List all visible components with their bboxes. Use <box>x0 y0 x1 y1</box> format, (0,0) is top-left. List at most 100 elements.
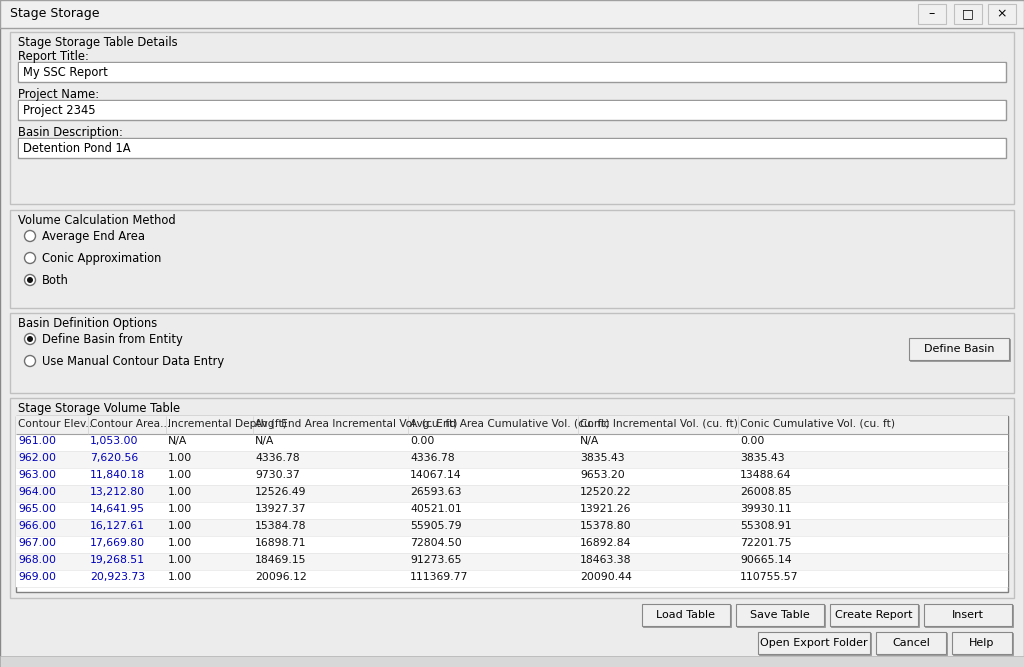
Text: Basin Description:: Basin Description: <box>18 126 123 139</box>
Text: □: □ <box>963 7 974 21</box>
Text: Stage Storage Volume Table: Stage Storage Volume Table <box>18 402 180 415</box>
Text: Define Basin: Define Basin <box>924 344 994 354</box>
Text: 19,268.51: 19,268.51 <box>90 555 145 565</box>
Text: 13,212.80: 13,212.80 <box>90 487 145 497</box>
Text: 12520.22: 12520.22 <box>580 487 632 497</box>
Text: 4336.78: 4336.78 <box>410 453 455 463</box>
Text: Load Table: Load Table <box>656 610 716 620</box>
Text: 969.00: 969.00 <box>18 572 56 582</box>
Text: 9730.37: 9730.37 <box>255 470 300 480</box>
Text: Basin Definition Options: Basin Definition Options <box>18 317 158 330</box>
Text: Both: Both <box>42 274 69 287</box>
Bar <box>758 632 870 654</box>
Bar <box>642 604 730 626</box>
Bar <box>918 4 946 24</box>
Text: 16892.84: 16892.84 <box>580 538 632 548</box>
Bar <box>16 451 1008 468</box>
Text: 963.00: 963.00 <box>18 470 56 480</box>
Text: 1.00: 1.00 <box>168 555 193 565</box>
Bar <box>876 632 946 654</box>
Bar <box>953 633 1013 655</box>
Bar <box>16 416 1008 592</box>
Text: Use Manual Contour Data Entry: Use Manual Contour Data Entry <box>42 355 224 368</box>
Bar <box>910 339 1010 361</box>
Bar <box>19 139 1005 157</box>
Bar <box>925 605 1013 627</box>
Text: 7,620.56: 7,620.56 <box>90 453 138 463</box>
Text: Volume Calculation Method: Volume Calculation Method <box>18 214 176 227</box>
Text: 13488.64: 13488.64 <box>740 470 792 480</box>
Circle shape <box>25 334 36 344</box>
Text: 26593.63: 26593.63 <box>410 487 462 497</box>
Text: 15384.78: 15384.78 <box>255 521 306 531</box>
Text: 1.00: 1.00 <box>168 453 193 463</box>
Text: 111369.77: 111369.77 <box>410 572 468 582</box>
Text: 55905.79: 55905.79 <box>410 521 462 531</box>
Text: Define Basin from Entity: Define Basin from Entity <box>42 333 182 346</box>
Bar <box>10 210 1014 308</box>
Text: 13921.26: 13921.26 <box>580 504 632 514</box>
Bar <box>19 101 1005 119</box>
Text: 13927.37: 13927.37 <box>255 504 306 514</box>
Text: N/A: N/A <box>255 436 274 446</box>
Bar <box>18 100 1006 120</box>
Text: N/A: N/A <box>168 436 187 446</box>
Bar <box>10 32 1014 204</box>
Text: 3835.43: 3835.43 <box>740 453 784 463</box>
Text: 20090.44: 20090.44 <box>580 572 632 582</box>
Text: Conic Approximation: Conic Approximation <box>42 252 162 265</box>
Text: Stage Storage: Stage Storage <box>10 7 99 20</box>
Text: 962.00: 962.00 <box>18 453 56 463</box>
Bar <box>16 416 1008 434</box>
Bar <box>19 63 1005 81</box>
Text: 4336.78: 4336.78 <box>255 453 300 463</box>
Text: –: – <box>929 7 935 21</box>
Text: My SSC Report: My SSC Report <box>23 66 108 79</box>
Text: 18469.15: 18469.15 <box>255 555 306 565</box>
Circle shape <box>25 275 36 285</box>
Text: 14067.14: 14067.14 <box>410 470 462 480</box>
Text: 1.00: 1.00 <box>168 504 193 514</box>
Bar <box>830 604 918 626</box>
Bar <box>16 519 1008 536</box>
Text: 26008.85: 26008.85 <box>740 487 792 497</box>
Text: 90665.14: 90665.14 <box>740 555 792 565</box>
Text: 965.00: 965.00 <box>18 504 56 514</box>
Bar <box>16 502 1008 519</box>
Circle shape <box>25 356 36 366</box>
Text: Help: Help <box>970 638 994 648</box>
Text: 14,641.95: 14,641.95 <box>90 504 145 514</box>
Bar <box>18 62 1006 82</box>
Text: 3835.43: 3835.43 <box>580 453 625 463</box>
Circle shape <box>27 336 33 342</box>
Text: 16,127.61: 16,127.61 <box>90 521 145 531</box>
Bar <box>10 398 1014 598</box>
Text: 12526.49: 12526.49 <box>255 487 306 497</box>
Text: 55308.91: 55308.91 <box>740 521 792 531</box>
Text: Report Title:: Report Title: <box>18 50 89 63</box>
Text: Conic Cumulative Vol. (cu. ft): Conic Cumulative Vol. (cu. ft) <box>740 419 895 429</box>
Circle shape <box>27 277 33 283</box>
Bar <box>16 570 1008 587</box>
Text: 40521.01: 40521.01 <box>410 504 462 514</box>
Bar <box>988 4 1016 24</box>
Text: 1.00: 1.00 <box>168 470 193 480</box>
Text: Detention Pond 1A: Detention Pond 1A <box>23 142 131 155</box>
Bar <box>954 4 982 24</box>
Text: 0.00: 0.00 <box>410 436 434 446</box>
Text: 964.00: 964.00 <box>18 487 56 497</box>
Bar <box>0 656 1024 667</box>
Text: Save Table: Save Table <box>751 610 810 620</box>
Text: Create Report: Create Report <box>836 610 912 620</box>
Bar <box>10 313 1014 393</box>
Text: 1.00: 1.00 <box>168 572 193 582</box>
Text: 17,669.80: 17,669.80 <box>90 538 145 548</box>
Text: 1.00: 1.00 <box>168 538 193 548</box>
Text: Incremental Depth (ft): Incremental Depth (ft) <box>168 419 287 429</box>
Bar <box>0 0 1024 28</box>
Text: 1,053.00: 1,053.00 <box>90 436 138 446</box>
Bar <box>831 605 919 627</box>
Text: 15378.80: 15378.80 <box>580 521 632 531</box>
Text: Project 2345: Project 2345 <box>23 104 95 117</box>
Bar <box>736 604 824 626</box>
